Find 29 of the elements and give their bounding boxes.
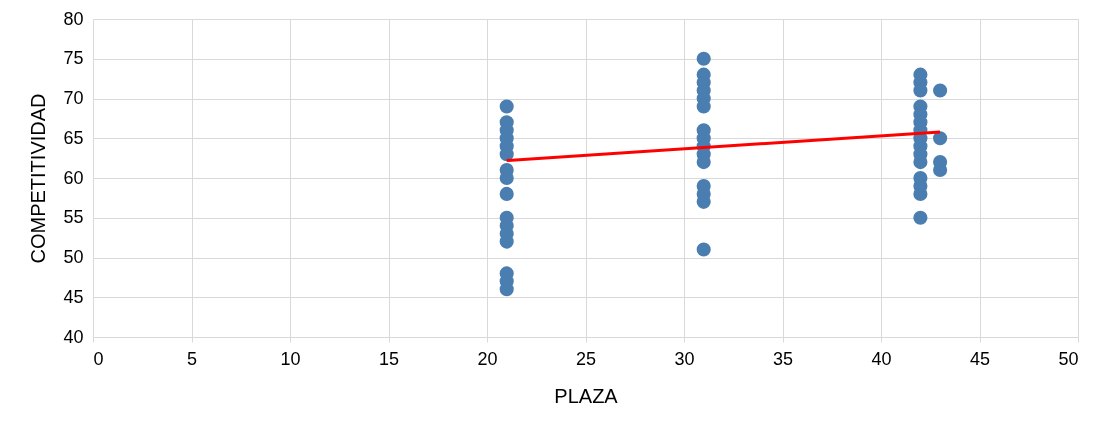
x-tick-label: 25 bbox=[575, 348, 597, 369]
point bbox=[696, 51, 711, 66]
y-axis-title: COMPETITIVIDAD bbox=[27, 93, 50, 264]
x-tick-label: 30 bbox=[674, 348, 695, 369]
point bbox=[913, 210, 928, 225]
point bbox=[499, 99, 514, 114]
x-tick-label: 10 bbox=[280, 348, 301, 369]
y-tick-label: 65 bbox=[63, 127, 84, 148]
point bbox=[696, 242, 711, 257]
point bbox=[499, 186, 514, 201]
x-axis-title: PLAZA bbox=[554, 384, 619, 407]
point bbox=[933, 131, 948, 146]
x-tick-label: 15 bbox=[378, 348, 400, 369]
x-tick-label: 5 bbox=[186, 348, 198, 369]
y-tick-label: 50 bbox=[63, 247, 84, 267]
x-tick-label: 45 bbox=[969, 348, 991, 369]
y-tick-label: 45 bbox=[63, 286, 84, 307]
y-tick-label: 80 bbox=[63, 8, 84, 29]
x-tick-label: 50 bbox=[1058, 348, 1079, 369]
x-tick-label: 35 bbox=[772, 348, 794, 369]
x-tick-label: 40 bbox=[871, 348, 892, 369]
x-tick-label: 20 bbox=[477, 348, 498, 369]
y-tick-label: 75 bbox=[63, 48, 84, 69]
y-tick-label: 55 bbox=[63, 207, 84, 228]
y-tick-label: 60 bbox=[63, 167, 84, 188]
y-tick-label: 70 bbox=[63, 88, 84, 108]
x-tick-label: 0 bbox=[93, 348, 104, 369]
y-tick-label: 40 bbox=[63, 326, 84, 347]
point bbox=[933, 83, 948, 98]
